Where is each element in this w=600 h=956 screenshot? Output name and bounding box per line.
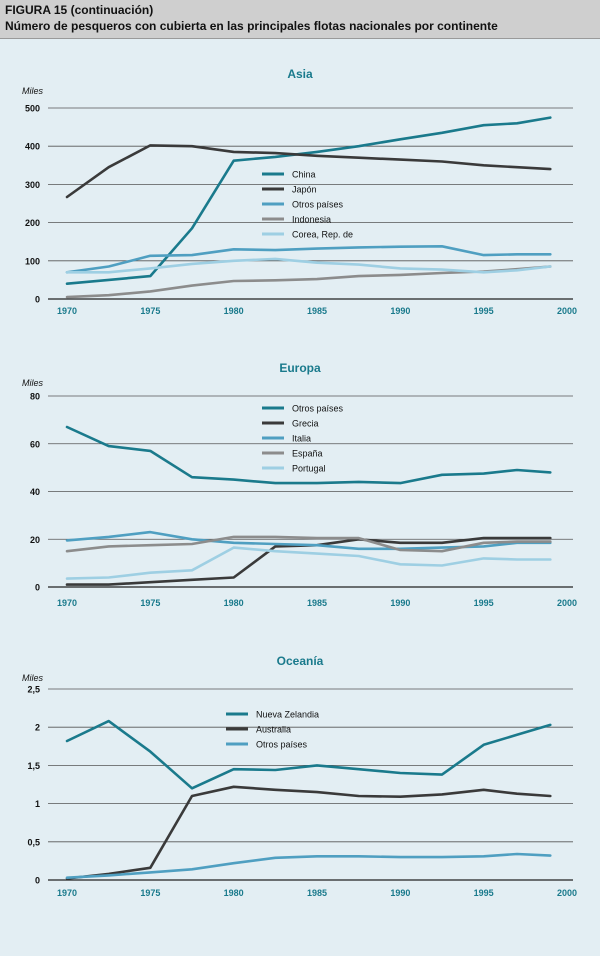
x-tick-label: 1985 <box>307 598 327 608</box>
x-tick-label: 1970 <box>57 306 77 316</box>
series-line-0 <box>65 116 552 285</box>
legend-label: Japón <box>292 185 317 195</box>
y-tick-label: 40 <box>30 487 40 497</box>
figure-number: FIGURA 15 (continuación) <box>5 3 154 17</box>
y-tick-label: 0,5 <box>27 837 40 847</box>
y-axis-label: Miles <box>22 86 44 96</box>
y-tick-label: 500 <box>25 104 40 114</box>
y-tick-label: 60 <box>30 439 40 449</box>
series-line-2 <box>65 245 552 274</box>
y-tick-label: 2,5 <box>27 685 40 695</box>
legend-label: Otros países <box>292 404 344 414</box>
x-tick-label: 1985 <box>307 306 327 316</box>
series-line-3 <box>65 535 552 553</box>
x-tick-label: 2000 <box>557 598 577 608</box>
y-tick-label: 0 <box>35 295 40 305</box>
chart-2: Oceanía Miles 0 0,5 1 1,5 2 2,5 1970 1975 1980 1985… <box>22 654 577 898</box>
x-tick-label: 2000 <box>557 306 577 316</box>
y-tick-label: 400 <box>25 142 40 152</box>
x-tick-label: 1975 <box>140 598 160 608</box>
legend-label: Australia <box>256 725 291 735</box>
legend-label: Otros países <box>292 200 344 210</box>
chart-title: Oceanía <box>277 654 324 668</box>
x-tick-label: 1980 <box>224 888 244 898</box>
legend-label: Corea, Rep. de <box>292 230 353 240</box>
x-tick-label: 1985 <box>307 888 327 898</box>
series-line-1 <box>65 785 552 880</box>
legend-label: Portugal <box>292 464 326 474</box>
y-tick-label: 2 <box>35 723 40 733</box>
y-tick-label: 300 <box>25 180 40 190</box>
x-tick-label: 1990 <box>390 306 410 316</box>
chart-title: Europa <box>279 361 321 375</box>
y-tick-label: 1,5 <box>27 761 40 771</box>
legend-label: China <box>292 170 316 180</box>
y-axis-label: Miles <box>22 378 44 388</box>
series-line-0 <box>65 425 552 485</box>
y-tick-label: 100 <box>25 256 40 266</box>
y-tick-label: 0 <box>35 876 40 886</box>
x-tick-label: 1980 <box>224 598 244 608</box>
legend-label: Grecia <box>292 419 319 429</box>
series-line-2 <box>65 852 552 879</box>
x-tick-label: 1990 <box>390 598 410 608</box>
series-line-4 <box>65 546 552 580</box>
legend-label: Indonesia <box>292 215 331 225</box>
x-tick-label: 2000 <box>557 888 577 898</box>
chart-1: Europa Miles 0 20 40 60 80 1970 1975 1980 1985 1990… <box>22 361 577 608</box>
series-line-2 <box>65 530 552 551</box>
x-tick-label: 1970 <box>57 888 77 898</box>
series-line-1 <box>65 144 552 199</box>
x-tick-label: 1975 <box>140 306 160 316</box>
y-tick-label: 1 <box>35 799 40 809</box>
y-tick-label: 20 <box>30 535 40 545</box>
x-tick-label: 1995 <box>474 888 494 898</box>
legend-label: Italia <box>292 434 311 444</box>
x-tick-label: 1975 <box>140 888 160 898</box>
x-tick-label: 1995 <box>474 306 494 316</box>
x-tick-label: 1990 <box>390 888 410 898</box>
chart-title: Asia <box>287 67 313 81</box>
legend-label: España <box>292 449 323 459</box>
y-tick-label: 200 <box>25 218 40 228</box>
legend-label: Nueva Zelandia <box>256 710 319 720</box>
figure-header: FIGURA 15 (continuación) Número de pesqu… <box>0 0 600 39</box>
series-line-4 <box>65 257 552 274</box>
y-axis-label: Miles <box>22 673 44 683</box>
chart-0: Asia Miles 0 100 200 300 400 500 1970 1975 1980 198… <box>22 67 577 316</box>
legend-label: Otros países <box>256 740 308 750</box>
x-tick-label: 1995 <box>474 598 494 608</box>
y-tick-label: 80 <box>30 392 40 402</box>
y-tick-label: 0 <box>35 583 40 593</box>
x-tick-label: 1970 <box>57 598 77 608</box>
figure-title: Número de pesqueros con cubierta en las … <box>5 19 498 33</box>
series-line-0 <box>65 719 552 790</box>
x-tick-label: 1980 <box>224 306 244 316</box>
